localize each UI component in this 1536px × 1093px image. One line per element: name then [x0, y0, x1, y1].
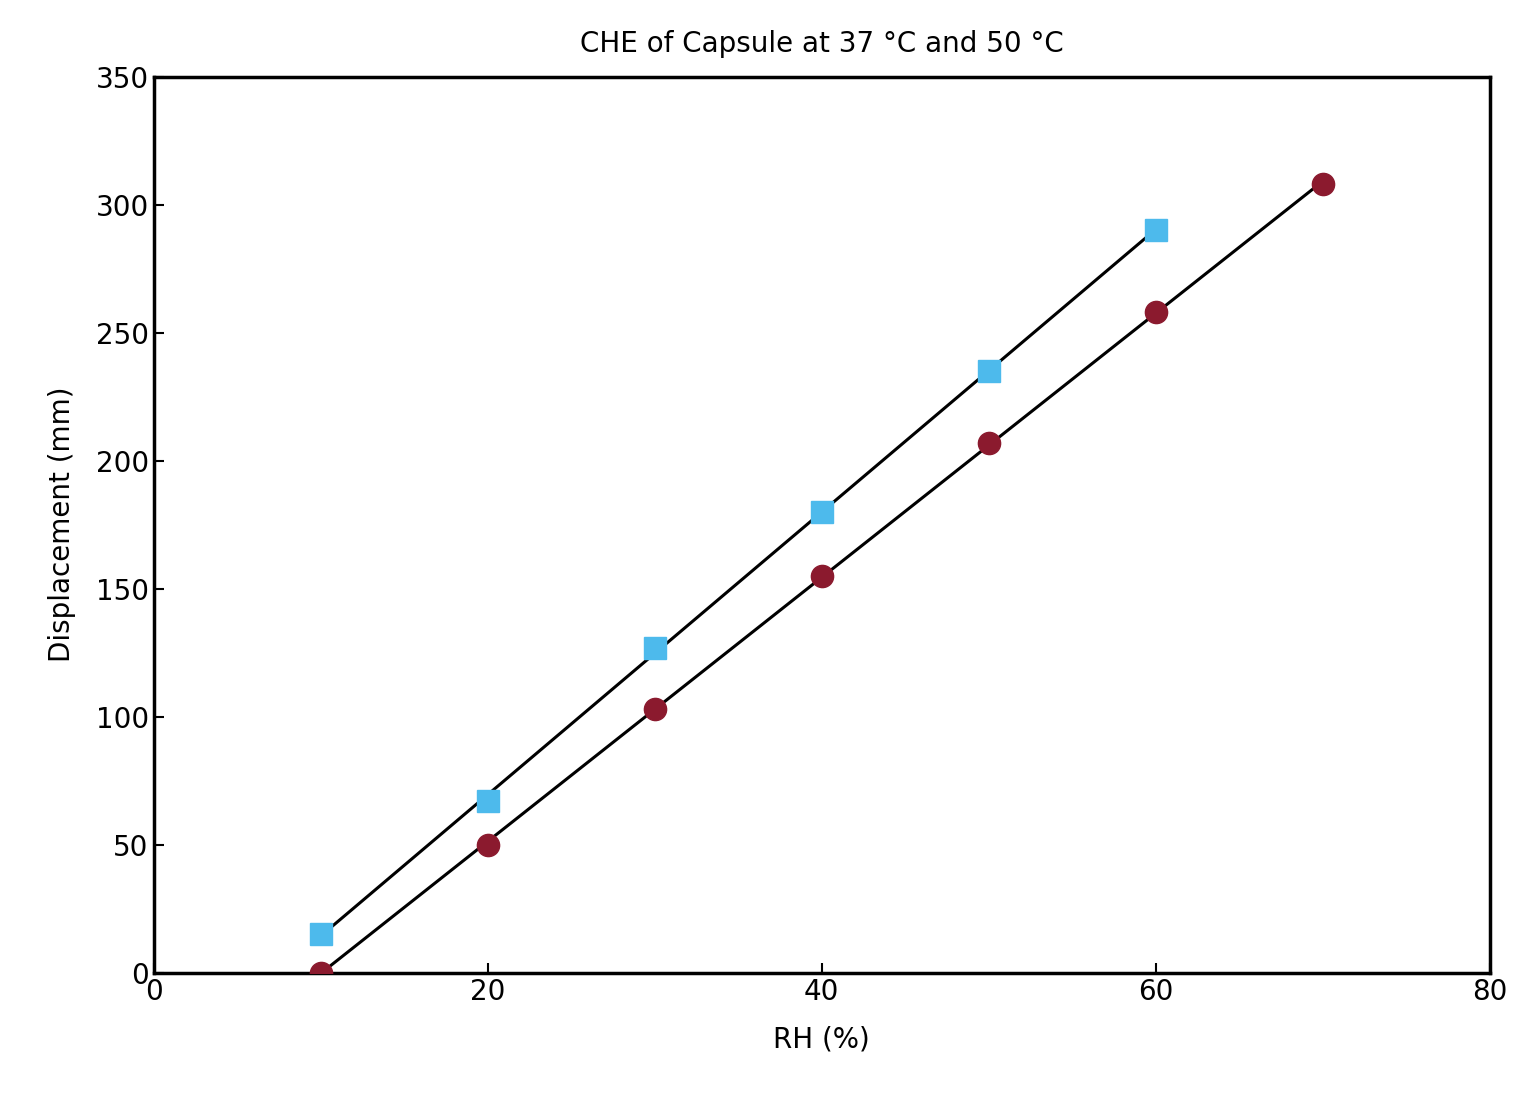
- X-axis label: RH (%): RH (%): [774, 1025, 869, 1053]
- Title: CHE of Capsule at 37 °C and 50 °C: CHE of Capsule at 37 °C and 50 °C: [581, 30, 1063, 58]
- Y-axis label: Displacement (mm): Displacement (mm): [48, 387, 77, 662]
